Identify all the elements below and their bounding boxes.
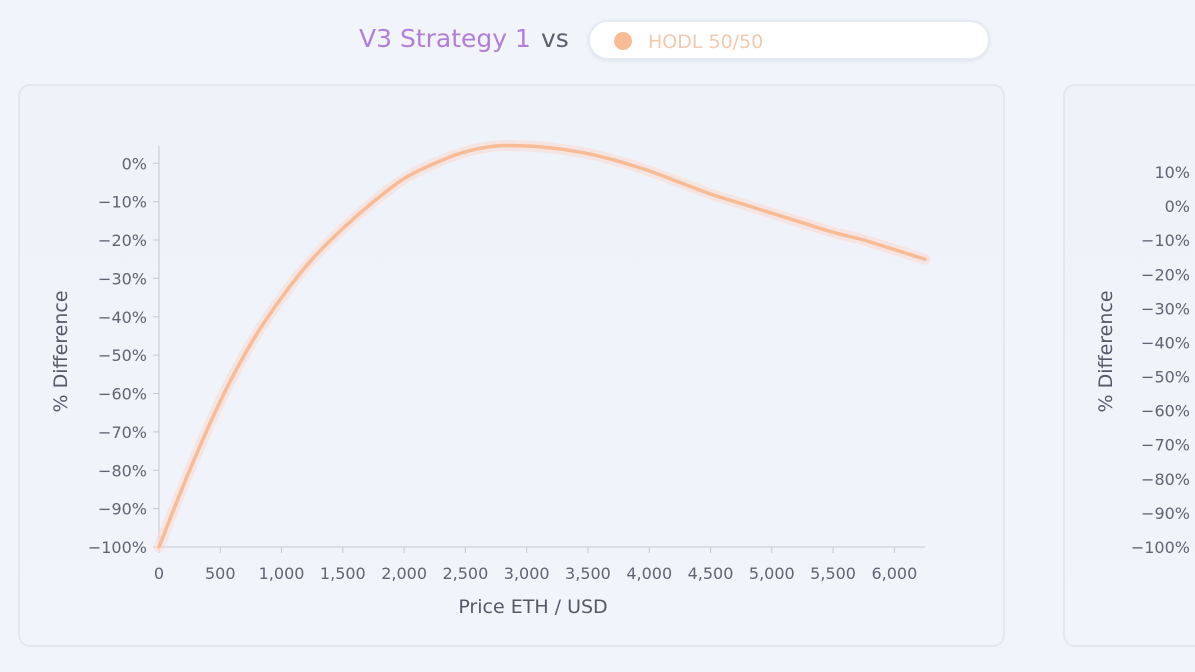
series-color-dot-icon <box>614 32 632 50</box>
x-tick-label: 1,500 <box>320 564 366 583</box>
x-tick-label: 6,000 <box>871 564 917 583</box>
y-tick-label: −80% <box>1141 470 1190 489</box>
chart-card-primary: 0% −10% −20% −30% −40% −50% −60% −70% −80% −90% −1… <box>18 84 1005 647</box>
y-tick-label: −100% <box>1131 538 1190 557</box>
x-tick-label: 5,000 <box>749 564 795 583</box>
y-axis-title: % Difference <box>1095 290 1117 412</box>
y-tick-label: 0% <box>1165 197 1190 216</box>
y-axis-title: % Difference <box>50 290 72 412</box>
y-tick-label: −30% <box>98 269 147 288</box>
x-tick-label: 1,000 <box>259 564 305 583</box>
y-tick-label: −40% <box>1141 333 1190 352</box>
y-tick-label: −10% <box>98 193 147 212</box>
series-line[interactable] <box>157 143 927 549</box>
strategy-name: V3 Strategy 1 <box>359 24 531 53</box>
y-tick-label: −20% <box>1141 265 1190 284</box>
y-tick-label: −70% <box>98 423 147 442</box>
y-tick-label: 10% <box>1154 163 1190 182</box>
x-tick-label: 4,000 <box>626 564 672 583</box>
chart-header: V3 Strategy 1 vs HODL 50/50 <box>0 0 1195 78</box>
chart-secondary-svg: 10% 0% −10% −20% −30% −40% −50% −60% −70% −80% −90… <box>1095 163 1190 557</box>
y-tick-label: −60% <box>98 385 147 404</box>
y-tick-label: −90% <box>1141 504 1190 523</box>
y-tick-label: −60% <box>1141 402 1190 421</box>
x-tick-label: 2,000 <box>381 564 427 583</box>
y-tick-label: −70% <box>1141 436 1190 455</box>
x-tick-label: 5,500 <box>810 564 856 583</box>
x-tick-label: 500 <box>205 564 236 583</box>
x-tick-label: 4,500 <box>688 564 734 583</box>
y-tick-label: −10% <box>1141 231 1190 250</box>
compare-selector-value: HODL 50/50 <box>648 31 764 53</box>
comparison-title: V3 Strategy 1 vs <box>359 22 569 56</box>
x-tick-label: 3,500 <box>565 564 611 583</box>
y-tick-label: −50% <box>1141 368 1190 387</box>
y-tick-label: −50% <box>98 346 147 365</box>
y-tick-label: −40% <box>98 308 147 327</box>
x-tick-label: 0 <box>154 564 164 583</box>
chart-primary-svg: 0% −10% −20% −30% −40% −50% −60% −70% −80% −90% −1… <box>50 139 931 618</box>
y-tick-label: −80% <box>98 461 147 480</box>
y-tick-label: −100% <box>88 538 147 557</box>
y-tick-label: −90% <box>98 500 147 519</box>
x-axis-title: Price ETH / USD <box>458 596 607 618</box>
y-tick-label: 0% <box>122 154 147 173</box>
y-tick-label: −30% <box>1141 299 1190 318</box>
chart-card-secondary: 10% 0% −10% −20% −30% −40% −50% −60% −70% −80% −90… <box>1063 84 1195 647</box>
series-line-halo <box>153 139 931 553</box>
x-tick-label: 2,500 <box>442 564 488 583</box>
x-tick-label: 3,000 <box>504 564 550 583</box>
compare-selector[interactable]: HODL 50/50 <box>588 20 990 60</box>
y-tick-label: −20% <box>98 231 147 250</box>
vs-label: vs <box>540 24 569 53</box>
